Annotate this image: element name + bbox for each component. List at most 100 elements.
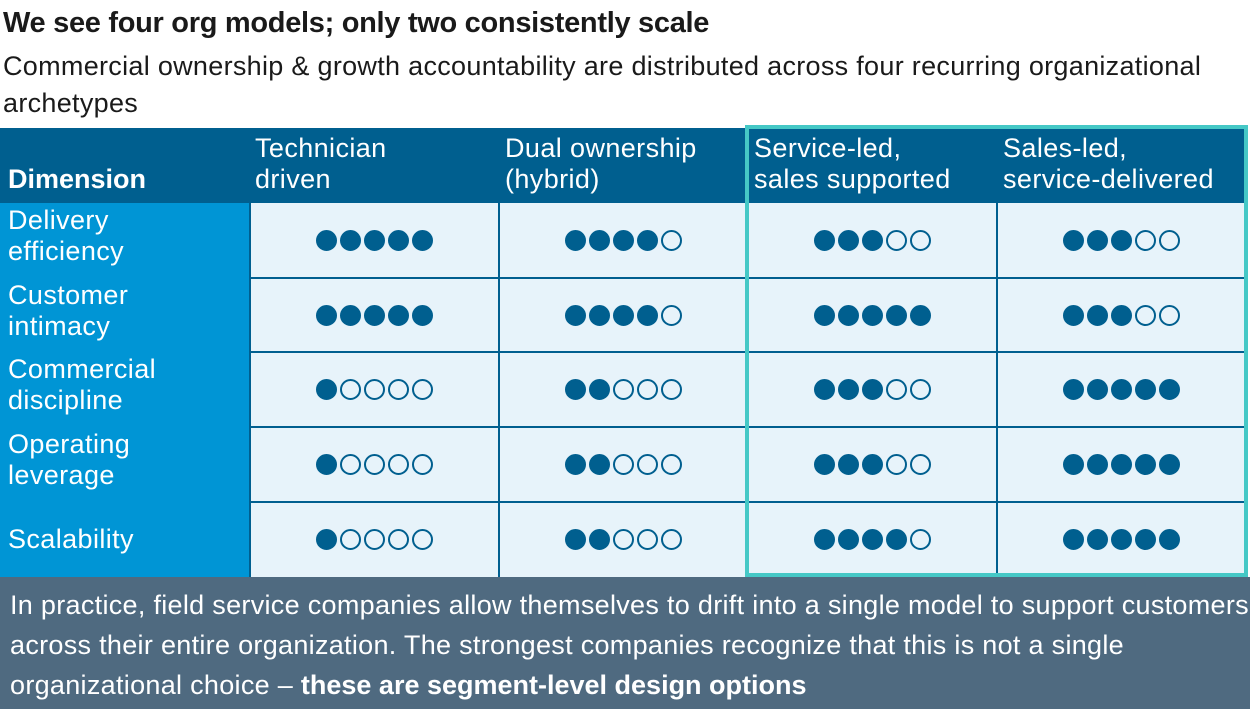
rating-cell [499,427,748,502]
filled-circle-icon [862,230,883,251]
empty-circle-icon [910,529,931,550]
column-divider [498,203,500,577]
rating-cell [499,203,748,278]
harvey-rating [315,529,433,550]
empty-circle-icon [910,230,931,251]
row-divider [249,277,1246,279]
harvey-rating [1063,379,1180,400]
header-label-line2: service-delivered [1003,164,1214,194]
filled-circle-icon [637,305,658,326]
harvey-rating [1063,305,1180,326]
header-label-line1: Service-led, [754,133,902,163]
filled-circle-icon [1087,305,1108,326]
dimension-label-line1: Commercial [8,354,157,384]
harvey-rating [315,454,433,475]
filled-circle-icon [838,379,859,400]
empty-circle-icon [613,379,634,400]
filled-circle-icon [315,379,337,400]
filled-circle-icon [814,305,835,326]
filled-circle-icon [910,305,931,326]
header-dimension: Dimension [0,128,249,203]
column-divider [996,203,998,577]
row-dimension-label: Commercial discipline [0,352,249,427]
filled-circle-icon [387,305,409,326]
filled-circle-icon [814,379,835,400]
rating-cell [499,502,748,577]
footer-text: In practice, field service companies all… [10,590,1249,700]
table-row: Commercial discipline [0,352,1246,427]
rating-cell [748,502,997,577]
filled-circle-icon [411,230,433,251]
filled-circle-icon [339,230,361,251]
harvey-rating [814,454,931,475]
filled-circle-icon [613,305,634,326]
empty-circle-icon [910,379,931,400]
filled-circle-icon [1135,529,1156,550]
filled-circle-icon [589,305,610,326]
filled-circle-icon [838,529,859,550]
filled-circle-icon [862,305,883,326]
filled-circle-icon [565,305,586,326]
filled-circle-icon [1111,379,1132,400]
empty-circle-icon [637,454,658,475]
filled-circle-icon [565,230,586,251]
empty-circle-icon [1135,305,1156,326]
rating-cell [249,502,499,577]
filled-circle-icon [1063,305,1084,326]
row-dimension-label: Operating leverage [0,427,249,502]
filled-circle-icon [1063,379,1084,400]
filled-circle-icon [838,305,859,326]
filled-circle-icon [1063,230,1084,251]
row-dimension-label: Customer intimacy [0,278,249,353]
filled-circle-icon [862,529,883,550]
filled-circle-icon [1111,305,1132,326]
empty-circle-icon [613,454,634,475]
header-label-line1: Technician [255,133,387,163]
empty-circle-icon [910,454,931,475]
empty-circle-icon [411,379,433,400]
harvey-rating [814,529,931,550]
filled-circle-icon [565,529,586,550]
filled-circle-icon [565,454,586,475]
filled-circle-icon [1159,379,1180,400]
dimension-label-line2: intimacy [8,311,111,341]
filled-circle-icon [838,454,859,475]
dimension-label-line1: Delivery [8,205,109,235]
harvey-rating [565,305,682,326]
header-label-line1: Dual ownership [505,133,697,163]
filled-circle-icon [315,454,337,475]
filled-circle-icon [589,454,610,475]
header-archetype-4: Sales-led, service-delivered [997,128,1246,203]
filled-circle-icon [1159,529,1180,550]
empty-circle-icon [411,529,433,550]
rating-cell [997,502,1246,577]
column-divider [249,203,251,577]
harvey-rating [565,379,682,400]
harvey-rating [315,379,433,400]
dimension-label-line2: leverage [8,460,115,490]
empty-circle-icon [661,305,682,326]
dimension-label-line1: Scalability [8,524,134,554]
rating-cell [499,278,748,353]
harvey-rating [315,305,433,326]
filled-circle-icon [1087,529,1108,550]
footer-bold-text: these are segment-level design options [300,670,807,700]
filled-circle-icon [315,230,337,251]
rating-cell [249,352,499,427]
harvey-rating [565,529,682,550]
empty-circle-icon [339,379,361,400]
rating-cell [499,352,748,427]
rating-cell [748,278,997,353]
empty-circle-icon [411,454,433,475]
filled-circle-icon [565,379,586,400]
empty-circle-icon [886,379,907,400]
table-row: Customer intimacy [0,278,1246,353]
filled-circle-icon [862,379,883,400]
filled-circle-icon [1135,454,1156,475]
empty-circle-icon [637,529,658,550]
filled-circle-icon [637,230,658,251]
empty-circle-icon [661,529,682,550]
table-row: Scalability [0,502,1246,577]
empty-circle-icon [637,379,658,400]
filled-circle-icon [1087,454,1108,475]
